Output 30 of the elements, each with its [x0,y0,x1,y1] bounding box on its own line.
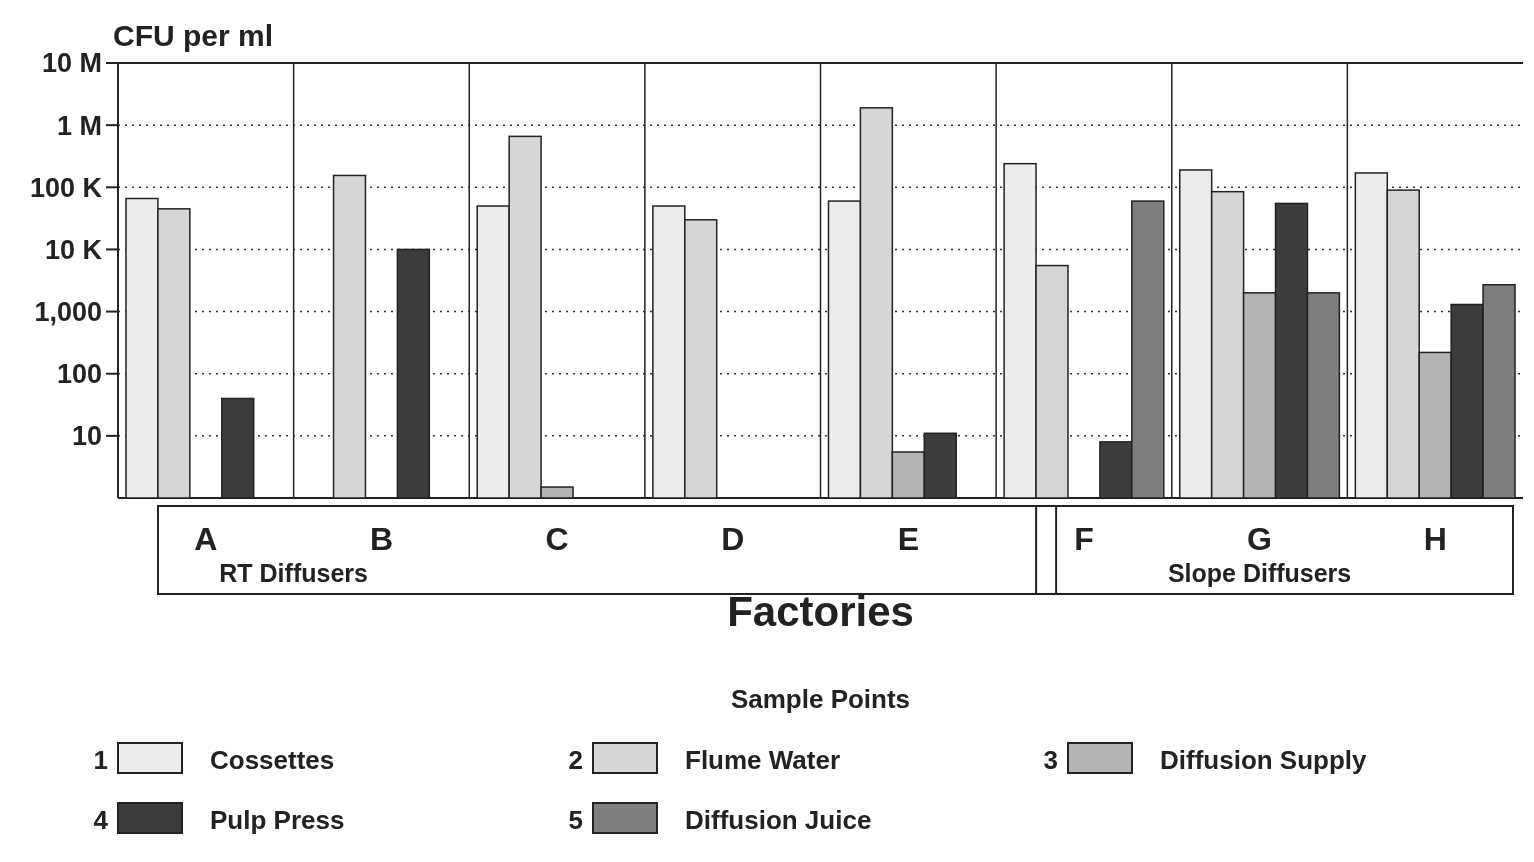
x-axis-title: Factories [727,588,914,635]
y-tick-label: 10 M [41,48,102,79]
legend-label: Diffusion Juice [685,805,872,835]
text: 4 [93,805,109,835]
legend-label: Cossettes [210,745,335,775]
x-tick-label: G [1247,521,1273,557]
text: 1 [93,745,108,775]
text: 2 [568,745,583,775]
legend-title: Sample Points [730,684,911,714]
legend-label: Diffusion Supply [1160,745,1368,775]
y-tick-label: 100 [56,359,102,390]
y-tick-label: 10 K [44,234,103,265]
x-tick-label: D [721,521,745,557]
x-tick-label: A [194,521,218,557]
y-tick-label: 1 M [56,110,102,141]
y-tick-label: 100 K [29,172,103,203]
x-tick-label: B [369,521,393,557]
y-tick-label: 10 [71,421,102,452]
text: Slope Diffusers [1167,559,1352,587]
legend-label: Flume Water [685,745,841,775]
y-axis-title: CFU per ml [113,19,274,52]
x-tick-label: C [545,521,569,557]
x-tick-label: F [1074,521,1094,557]
x-tick-label: H [1423,521,1447,557]
legend-label: Pulp Press [210,805,345,835]
text: RT Diffusers [219,559,368,587]
text: 3 [1043,745,1058,775]
text: 5 [568,805,583,835]
y-tick-label: 1,000 [34,297,102,328]
x-tick-label: E [897,521,919,557]
